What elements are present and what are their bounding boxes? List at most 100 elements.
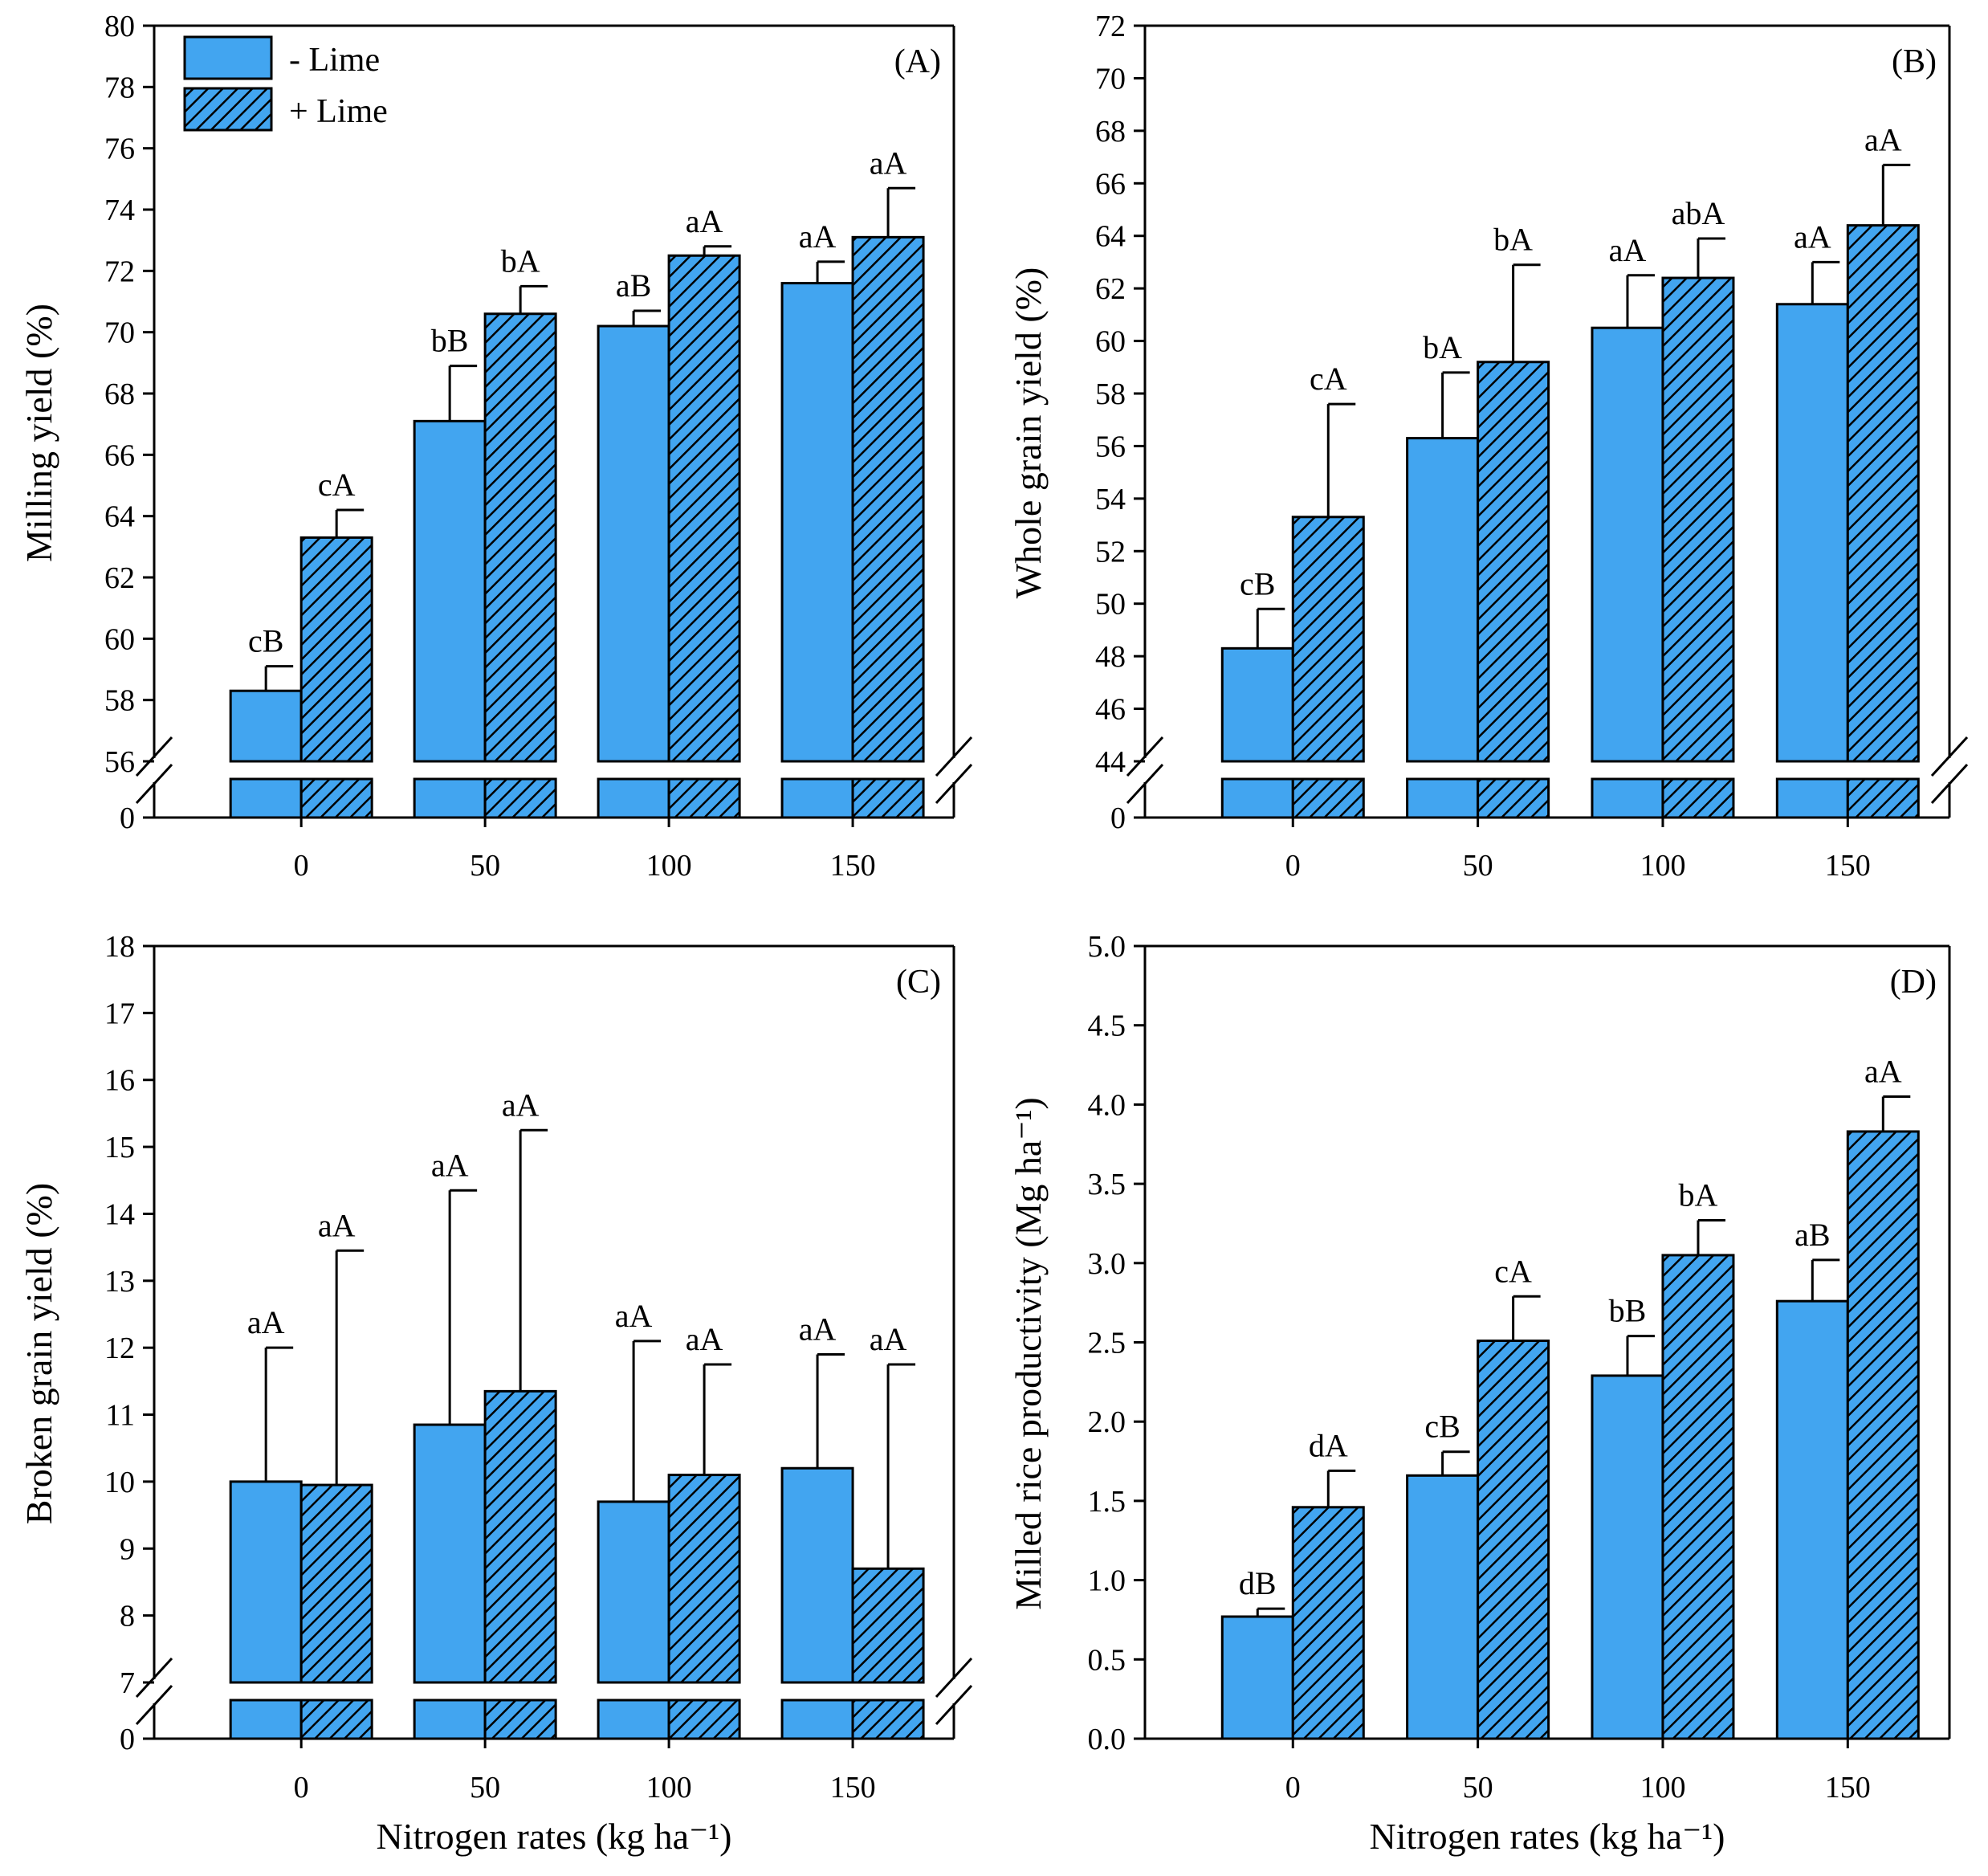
bar-plus-lime-n150 [1846, 1130, 1920, 1740]
panel-a: 0 56 58 60 62 64 66 68 70 72 74 76 78 80 Milling yield… [18, 10, 973, 883]
axis-break-mark [135, 1657, 173, 1699]
y-tick-label: 62 [1095, 272, 1126, 306]
y-tick-label: 10 [104, 1466, 135, 1499]
y-tick-label: 78 [104, 71, 135, 104]
bar-stub-plus-lime [1477, 777, 1550, 819]
y-tick-label: 17 [104, 997, 135, 1030]
y-tick-label: 11 [105, 1399, 135, 1433]
significance-label: bA [1493, 222, 1533, 258]
y-tick-label: 12 [104, 1332, 135, 1365]
y-tick-label: 18 [104, 930, 135, 964]
y-tick-label: 8 [120, 1600, 135, 1633]
y-tick-label: 1.0 [1088, 1564, 1126, 1598]
y-tick-label: 70 [1095, 62, 1126, 96]
bar-stub-plus-lime [1661, 777, 1735, 819]
x-tick-label: 50 [1463, 849, 1493, 883]
legend-label-plus-lime: + Lime [289, 93, 388, 130]
significance-label: aA [1609, 232, 1647, 268]
bar-stub-plus-lime [851, 1699, 925, 1740]
y-tick-label: 14 [104, 1197, 135, 1231]
y-axis-title: Whole grain yield (%) [1008, 267, 1049, 599]
y-axis-title: Milled rice productivity (Mg ha⁻¹) [1008, 1097, 1049, 1609]
bar-minus-lime-n0 [1220, 646, 1294, 763]
bar-stub-minus-lime [780, 777, 854, 819]
axis-break-mark [935, 1657, 973, 1699]
bar-minus-lime-n150 [1775, 1299, 1849, 1740]
y-tick-label: 70 [104, 316, 135, 350]
significance-label: cB [1240, 565, 1275, 602]
x-tick-label: 50 [1463, 1771, 1493, 1805]
panel-label: (A) [894, 43, 941, 80]
y-tick-label: 66 [1095, 167, 1126, 201]
y-tick-label: 3.5 [1088, 1168, 1126, 1201]
significance-label: aA [615, 1298, 653, 1334]
significance-label: cB [248, 623, 283, 659]
y-tick-label: 16 [104, 1064, 135, 1098]
bar-minus-lime-n0 [1220, 1615, 1294, 1740]
x-tick-label: 50 [470, 1771, 500, 1805]
y-tick-label: 9 [120, 1532, 135, 1566]
y-tick-label: 2.0 [1088, 1405, 1126, 1439]
axis-break-mark [935, 736, 973, 777]
significance-label: aA [1794, 218, 1831, 255]
bar-plus-lime-n0 [299, 1483, 373, 1684]
y-axis-title: Broken grain yield (%) [18, 1183, 59, 1524]
y-tick-label: 13 [104, 1265, 135, 1299]
y-tick-label: 66 [104, 438, 135, 472]
y-tick-label: 64 [104, 500, 135, 534]
significance-label: cA [1310, 361, 1347, 397]
significance-label: cA [318, 467, 356, 503]
bar-plus-lime-n100 [667, 254, 741, 763]
y-tick-label: 1.5 [1088, 1485, 1126, 1519]
axis-break-mark [1126, 763, 1164, 805]
y-tick-label: 58 [1095, 377, 1126, 411]
y-tick-label: 80 [104, 10, 135, 43]
bar-minus-lime-n100 [1591, 326, 1664, 763]
bar-minus-lime-n50 [1406, 437, 1480, 763]
legend-swatch-minus-lime [183, 35, 273, 80]
y-tick-label: 4.5 [1088, 1009, 1126, 1043]
bar-minus-lime-n50 [413, 1423, 487, 1684]
x-tick-label: 100 [646, 1771, 692, 1805]
bar-plus-lime-n100 [667, 1474, 741, 1684]
x-tick-label: 0 [294, 849, 309, 883]
bar-minus-lime-n0 [229, 689, 303, 763]
significance-label: bA [1679, 1177, 1718, 1213]
bar-minus-lime-n100 [1591, 1374, 1664, 1740]
y-tick-label: 5.0 [1088, 930, 1126, 964]
legend-swatch-plus-lime [183, 87, 273, 132]
y-tick-label: 60 [104, 622, 135, 656]
x-axis-title: Nitrogen rates (kg ha⁻¹) [1370, 1816, 1725, 1857]
axis-break-mark [1126, 736, 1164, 777]
bar-minus-lime-n150 [780, 1466, 854, 1684]
significance-label: aB [616, 267, 651, 304]
y-tick-label: 74 [104, 194, 135, 227]
panel-d: 0.0 0.5 1.0 1.5 2.0 2.5 3.0 3.5 4.0 4.5 5.0 Milled … [1008, 930, 1951, 1857]
x-tick-label: 100 [646, 849, 692, 883]
bar-plus-lime-n150 [1846, 224, 1920, 763]
bar-plus-lime-n150 [851, 1567, 925, 1684]
axis-break-mark [135, 736, 173, 777]
x-tick-label: 0 [294, 1771, 309, 1805]
axis-break-mark [135, 1684, 173, 1726]
x-tick-label: 100 [1640, 1771, 1685, 1805]
y-tick-label: 0.0 [1088, 1723, 1126, 1756]
y-axis-title: Milling yield (%) [18, 304, 59, 562]
significance-label: dB [1239, 1565, 1277, 1601]
significance-label: bB [1609, 1293, 1647, 1329]
significance-label: aA [502, 1087, 540, 1123]
bar-minus-lime-n50 [413, 419, 487, 763]
axis-break-mark [1930, 763, 1969, 805]
bar-minus-lime-n150 [780, 282, 854, 763]
y-tick-label: 72 [104, 255, 135, 288]
y-tick-label: 72 [1095, 10, 1126, 43]
bar-plus-lime-n50 [1477, 1340, 1550, 1740]
bar-minus-lime-n150 [1775, 303, 1849, 763]
y-tick-label: 46 [1095, 693, 1126, 727]
y-tick-label: 0 [120, 801, 135, 835]
significance-label: aA [686, 203, 723, 239]
bar-stub-minus-lime [780, 1699, 854, 1740]
bar-stub-plus-lime [483, 1699, 557, 1740]
y-tick-label: 52 [1095, 535, 1126, 569]
